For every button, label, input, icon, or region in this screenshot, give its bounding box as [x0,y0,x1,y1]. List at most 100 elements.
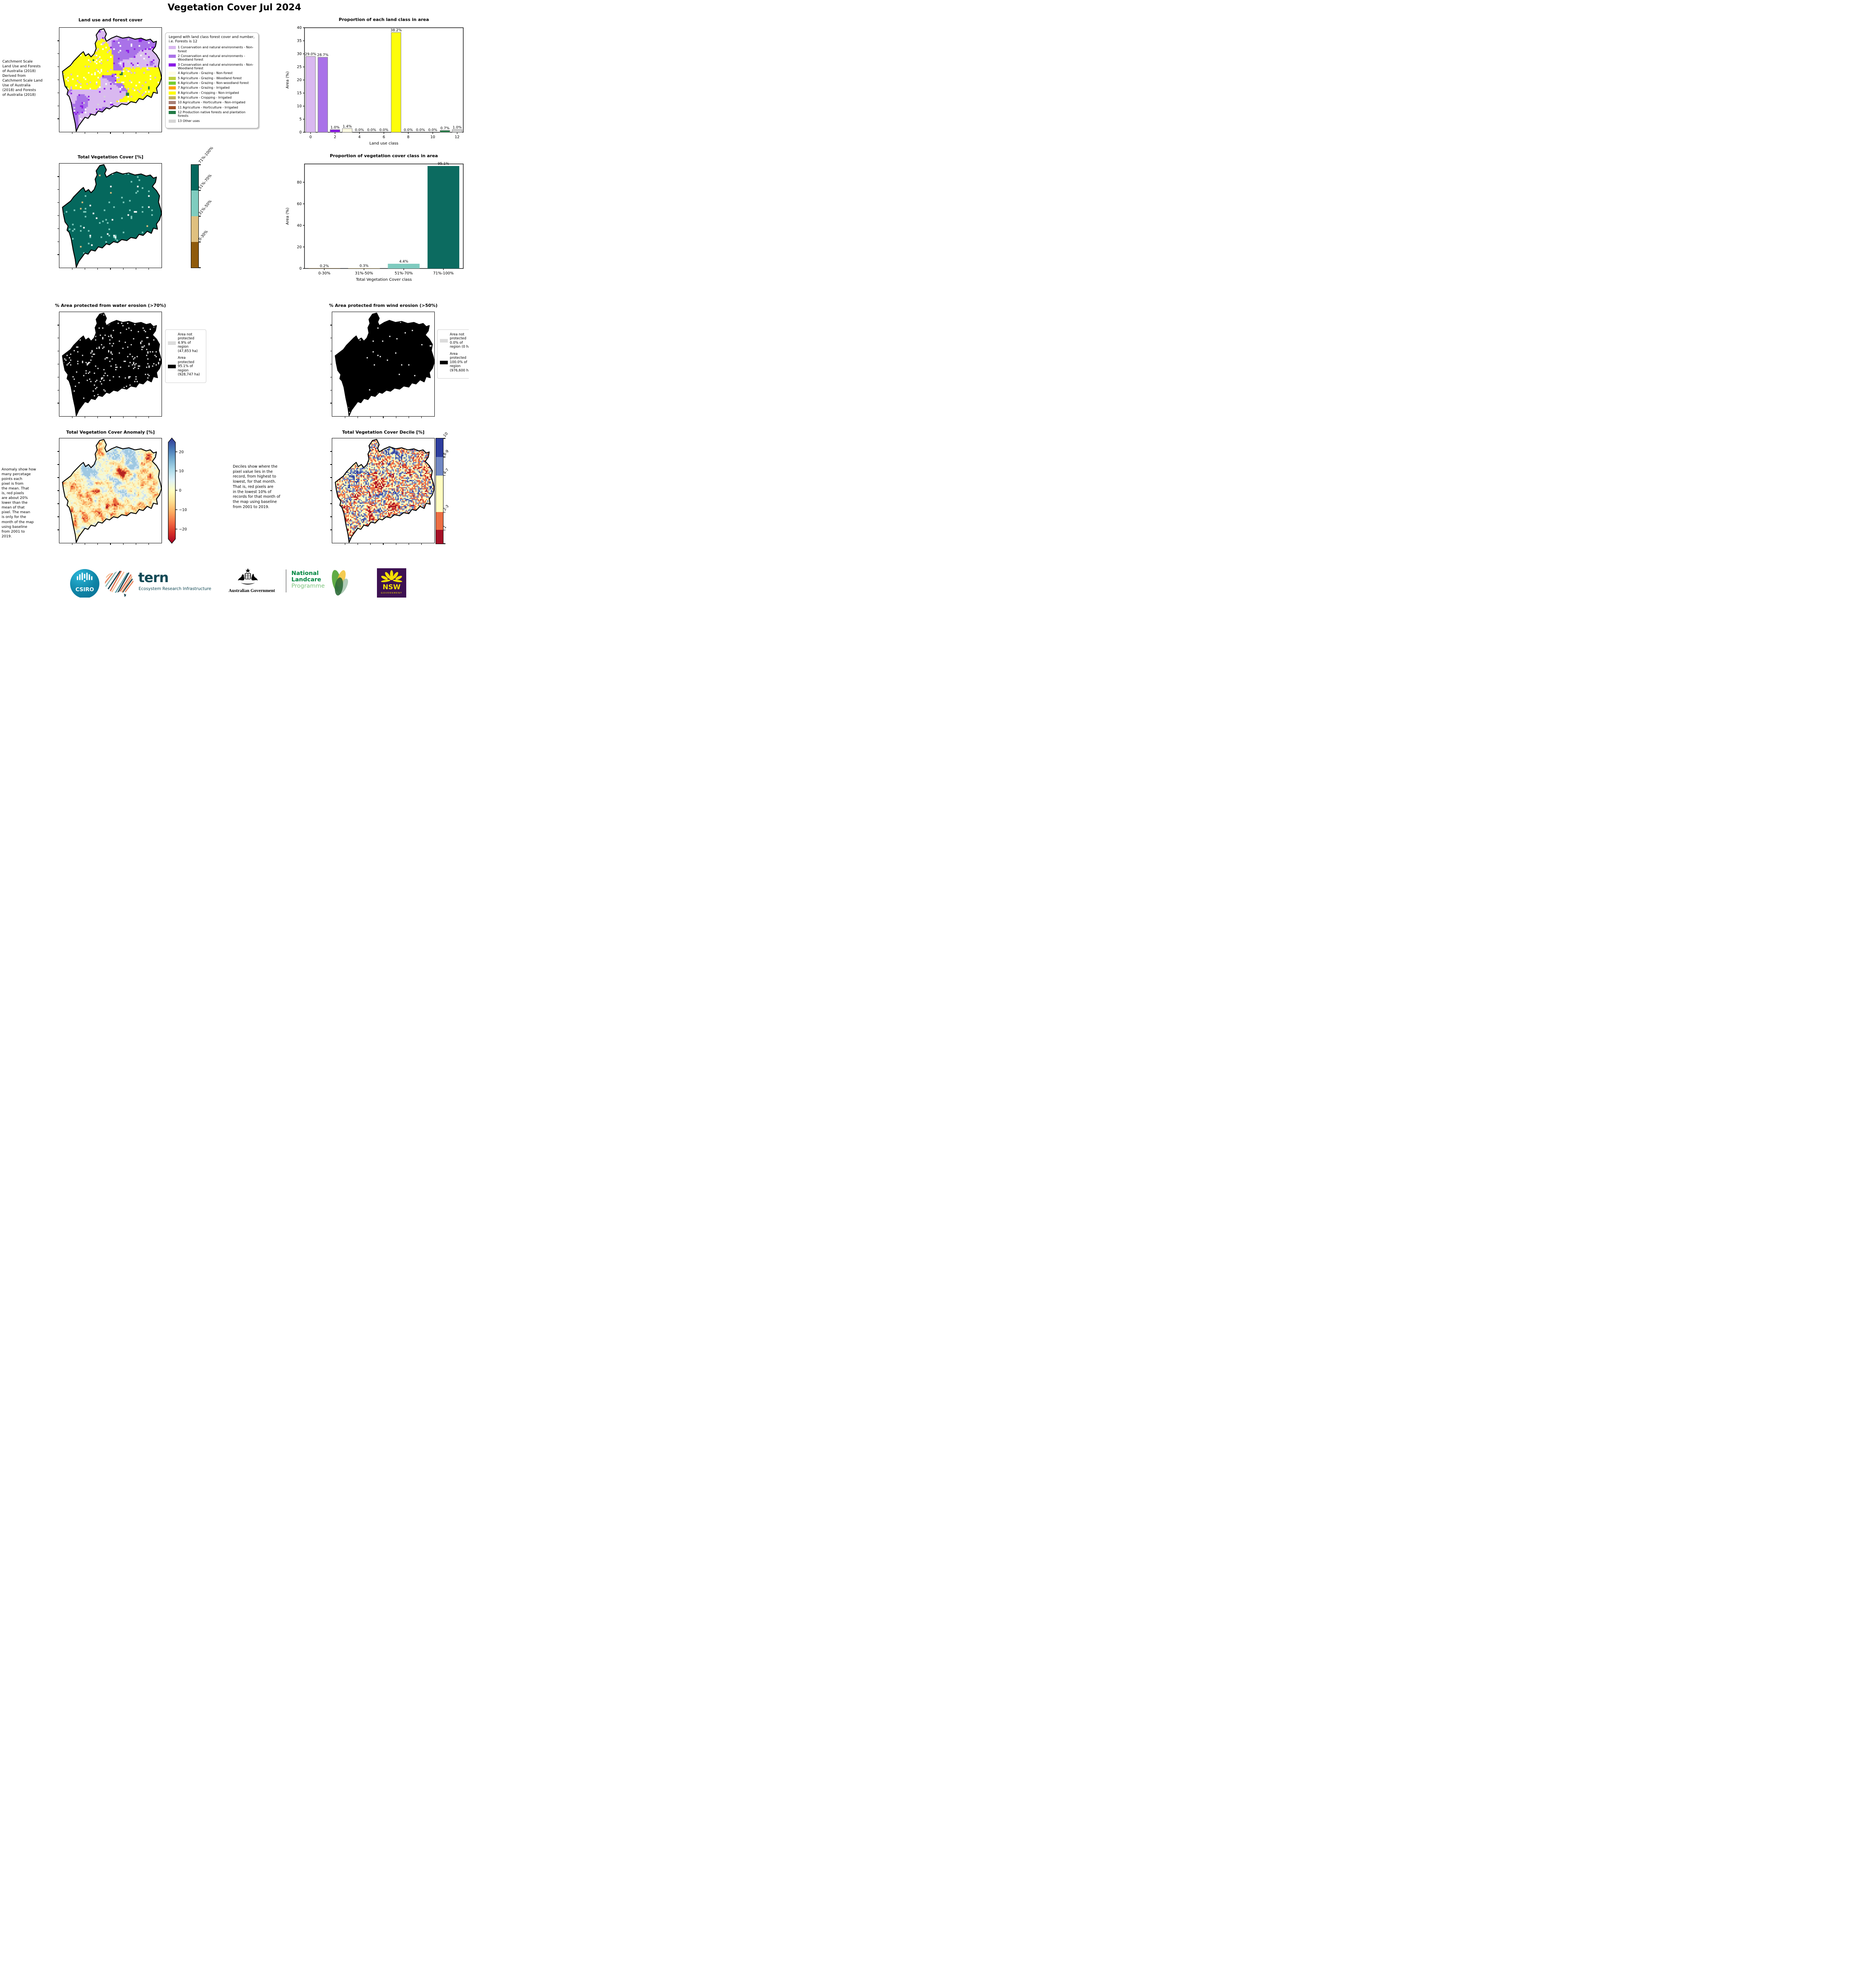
colorbar-segment [191,190,198,216]
svg-text:0-30%: 0-30% [318,271,331,276]
legend-item: 2 Conservation and natural environments … [169,54,255,62]
svg-text:35: 35 [297,39,302,43]
legend-label: 2 Conservation and natural environments … [178,54,245,62]
colorbar-label: 4-7 [442,467,450,475]
colorbar-label: 31%-50% [198,199,213,216]
svg-text:28.7%: 28.7% [317,53,329,57]
erosion-legend-item: Area not protected 4.9% of region (47,85… [168,333,204,353]
panel-title-land-use: Land use and forest cover [78,17,143,23]
panel-title-wind-erosion: % Area protected from wind erosion (>50%… [329,303,438,308]
svg-text:Area (%): Area (%) [285,71,290,89]
erosion-legend-label: Area protected 100.0% of region (976,600… [450,352,469,373]
svg-text:31%-50%: 31%-50% [355,271,373,276]
erosion-legend-label: Area not protected 4.9% of region (47,85… [178,333,198,353]
anomaly-colorbar: 20 10 0 −10 −20 [168,437,187,544]
erosion-legend-item: Area not protected 0.0% of region (0 ha) [440,333,469,349]
svg-text:8: 8 [407,135,409,139]
water-erosion-map [57,312,162,418]
anomaly-explanation: Anomaly show how many percetage points e… [2,468,36,539]
svg-text:10: 10 [430,135,435,139]
legend-swatch [169,86,176,90]
svg-text:10: 10 [297,104,302,109]
colorbar-label: 51%-70% [198,173,213,190]
legend-swatch [169,46,176,50]
tasmania-shape [124,594,126,597]
tern-wordmark: tern [138,570,169,586]
svg-text:95.1%: 95.1% [438,162,449,166]
legend-item: 3 Conservation and natural environments … [169,63,255,70]
svg-text:0.0%: 0.0% [379,128,388,132]
erosion-legend-swatch [440,360,448,364]
svg-text:Total Vegetation Cover class: Total Vegetation Cover class [356,278,412,282]
land-use-legend: Legend with land class forest cover and … [165,32,259,128]
legend-label: 5 Agriculture - Grazing - Woodland fores… [178,76,242,80]
legend-swatch [169,119,176,123]
legend-item: 12 Production native forests and plantat… [169,110,255,118]
svg-text:0: 0 [299,130,302,135]
veg-cover-decile-map [330,438,435,545]
svg-text:1.4%: 1.4% [343,125,352,129]
colorbar-segment [436,475,443,512]
tern-australia-icon [105,571,134,597]
svg-text:51%-70%: 51%-70% [395,271,413,276]
veg-cover-colorbar: 71%-100% 51%-70% 31%-50% 0-30% [191,146,214,268]
svg-text:0.0%: 0.0% [355,128,364,132]
svg-text:GOVERNMENT: GOVERNMENT [381,592,402,594]
panel-title-land-class-chart: Proportion of each land class in area [339,17,429,22]
svg-text:0.7%: 0.7% [440,126,449,130]
erosion-legend-item: Area protected 95.1% of region (928,747 … [168,356,204,377]
svg-text:0.3%: 0.3% [360,264,369,268]
svg-text:4.4%: 4.4% [399,260,408,264]
legend-label: 1 Conservation and natural environments … [178,46,254,53]
panel-title-anomaly: Total Vegetation Cover Anomaly [%] [66,430,155,435]
svg-text:0.0%: 0.0% [367,128,376,132]
landcare-line-national: National [291,570,319,577]
wind-erosion-legend: Area not protected 0.0% of region (0 ha)… [437,329,469,379]
svg-text:10: 10 [179,469,184,474]
colorbar-label: 8-9 [442,449,450,457]
svg-text:0.0%: 0.0% [428,128,437,132]
legend-label: 3 Conservation and natural environments … [178,63,254,70]
svg-text:80: 80 [297,180,302,185]
legend-swatch [169,106,176,109]
legend-swatch [169,54,176,58]
australian-government-crest-icon [238,568,258,584]
australian-government-label: Australian Government [228,588,275,593]
legend-label: 6 Agriculture - Grazing - Non-woodland f… [178,81,249,85]
colorbar-label: 71%-100% [198,146,215,164]
legend-label: 13 Other uses [178,119,200,123]
colorbar-segment [436,530,443,544]
legend-item: 8 Agriculture - Cropping - Non-irrigated [169,91,255,95]
colorbar-segment [191,216,198,242]
erosion-legend-item: Area protected 100.0% of region (976,600… [440,352,469,373]
svg-text:0.2%: 0.2% [320,264,329,268]
svg-text:29.0%: 29.0% [305,53,316,57]
colorbar-segment [436,438,443,457]
svg-text:30: 30 [297,52,302,56]
legend-label: 4 Agriculture - Grazing - Non-forest [178,71,233,75]
wind-erosion-map [330,312,435,418]
panel-title-veg-cover-map: Total Vegetation Cover [%] [77,154,144,160]
legend-swatch [169,110,176,114]
colorbar-segment [436,512,443,530]
erosion-legend-label: Area not protected 0.0% of region (0 ha) [450,333,469,349]
svg-text:15: 15 [297,91,302,95]
land-use-map [57,27,162,134]
legend-item: 5 Agriculture - Grazing - Woodland fores… [169,76,255,80]
svg-text:−20: −20 [179,527,187,532]
svg-text:2: 2 [334,135,336,139]
colorbar-segment [191,165,198,190]
page-title: Vegetation Cover Jul 2024 [167,2,301,13]
legend-swatch [169,96,176,99]
legend-swatch [169,72,176,75]
legend-swatch [169,81,176,85]
legend-item: 1 Conservation and natural environments … [169,46,255,53]
tern-tagline: Ecosystem Research Infrastructure [139,586,211,591]
svg-text:Land use class: Land use class [369,141,398,146]
svg-text:20: 20 [297,245,302,249]
colorbar-label: 0-30% [198,229,209,242]
report-page: Vegetation Cover Jul 2024 Land use and f… [0,0,469,598]
nsw-waratah-icon: NSW GOVERNMENT [381,570,402,594]
legend-label: 11 Agriculture - Horticulture - Irrigate… [178,105,238,109]
veg-cover-map [57,163,162,270]
